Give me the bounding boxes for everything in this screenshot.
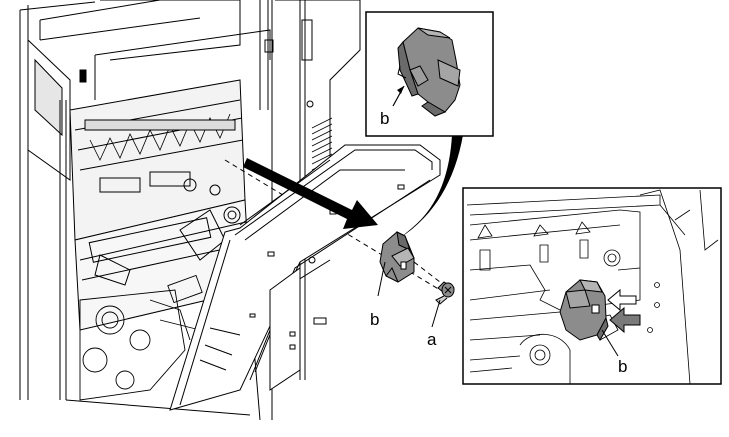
label-b-inset-top: b	[380, 109, 389, 128]
callout-wedge	[400, 135, 463, 238]
leader-line-b-inset	[601, 329, 619, 357]
label-b-inset-bottom: b	[618, 357, 627, 376]
screw-part	[435, 281, 455, 305]
leader-line-b	[377, 261, 386, 297]
label-a-screw: a	[427, 330, 437, 349]
label-b-main: b	[370, 310, 379, 329]
inset-installed-view: b	[462, 187, 722, 385]
push-arrow-bottom	[609, 306, 641, 334]
connector-bracket-part	[379, 231, 415, 283]
open-side-cover	[169, 144, 441, 411]
direction-arrow	[243, 158, 378, 229]
inset-part-detail: b	[365, 11, 494, 137]
leader-line-a	[431, 299, 441, 328]
push-arrow-top	[607, 288, 637, 312]
